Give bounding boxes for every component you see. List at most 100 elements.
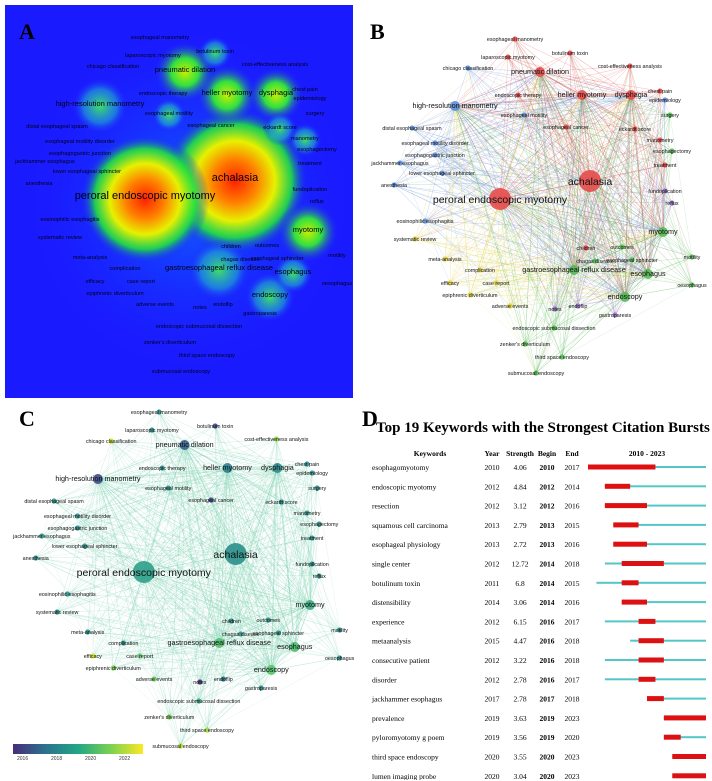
network-edge bbox=[87, 440, 112, 633]
network-edge bbox=[210, 499, 311, 606]
burst-begin: 2016 bbox=[540, 675, 555, 684]
density-label-treatment: treatment bbox=[298, 161, 322, 167]
network-label-manometry: manometry bbox=[294, 511, 321, 517]
network-label-pneumatic-dilation: pneumatic dilation bbox=[511, 67, 569, 76]
network-edge bbox=[97, 463, 308, 480]
network-edge bbox=[123, 571, 144, 644]
network-edge bbox=[434, 142, 591, 182]
network-edge bbox=[87, 478, 99, 633]
network-edge bbox=[84, 444, 185, 547]
network-edge bbox=[41, 411, 160, 537]
network-edge bbox=[97, 478, 140, 657]
network-edge bbox=[57, 553, 236, 613]
network-edge bbox=[589, 90, 661, 182]
network-edge bbox=[524, 180, 591, 345]
network-edge bbox=[180, 444, 185, 747]
network-edge bbox=[87, 467, 278, 633]
burst-baseline bbox=[604, 504, 706, 507]
burst-bar bbox=[621, 580, 639, 586]
network-label-outcomes: outcomes bbox=[257, 618, 281, 624]
network-edge bbox=[123, 642, 155, 680]
network-label-cost-effectiveness-analysis: cost-effectiveness analysis bbox=[598, 64, 662, 70]
network-edge bbox=[569, 52, 649, 275]
network-edge bbox=[624, 94, 632, 298]
network-node-surgery bbox=[667, 112, 673, 118]
network-edge bbox=[260, 472, 313, 689]
network-edge bbox=[647, 190, 666, 275]
burst-begin: 2014 bbox=[540, 579, 555, 588]
network-edge bbox=[589, 180, 693, 286]
network-edge bbox=[271, 472, 313, 671]
network-edge bbox=[277, 467, 279, 634]
network-edge bbox=[479, 94, 632, 271]
network-edge bbox=[454, 90, 661, 107]
burst-keyword: disorder bbox=[372, 675, 397, 684]
network-node-esophageal-manometry bbox=[512, 36, 518, 42]
network-edge bbox=[309, 487, 318, 606]
network-edge bbox=[454, 52, 571, 107]
network-edge bbox=[57, 571, 144, 613]
network-edge bbox=[97, 478, 208, 731]
network-node-esophagectomy bbox=[316, 521, 322, 527]
density-label-epidemiology: epidemiology bbox=[294, 96, 327, 102]
network-edge bbox=[111, 440, 185, 446]
network-edge bbox=[539, 71, 556, 310]
network-edge bbox=[509, 94, 583, 307]
network-edge bbox=[184, 444, 241, 635]
network-edge bbox=[535, 71, 541, 374]
network-edge bbox=[573, 246, 623, 271]
network-label-dysphagia: dysphagia bbox=[261, 463, 294, 472]
density-label-notes: notes bbox=[193, 305, 207, 311]
network-edge bbox=[581, 94, 591, 182]
burst-bar bbox=[604, 503, 647, 509]
network-edge bbox=[206, 657, 340, 731]
network-edge bbox=[524, 94, 632, 345]
network-edge bbox=[113, 467, 278, 669]
network-edge bbox=[630, 94, 666, 166]
network-edge bbox=[199, 669, 272, 683]
network-label-endoscopic-submucosal-dissection: endoscopic submucosal dissection bbox=[157, 699, 240, 705]
network-edge bbox=[569, 52, 583, 96]
network-node-efficacy bbox=[447, 280, 453, 286]
network-label-efficacy: efficacy bbox=[441, 281, 459, 287]
network-edge bbox=[581, 94, 673, 152]
network-edge bbox=[97, 478, 200, 702]
network-edge bbox=[180, 487, 318, 747]
burst-strength: 3.56 bbox=[513, 733, 526, 742]
network-edge bbox=[35, 444, 185, 559]
burst-year: 2013 bbox=[485, 521, 500, 530]
network-edge bbox=[499, 90, 661, 200]
network-edge bbox=[524, 71, 541, 345]
network-edge bbox=[235, 553, 295, 648]
network-edge bbox=[35, 553, 236, 559]
network-edge bbox=[111, 440, 228, 469]
network-edge bbox=[414, 238, 649, 275]
burst-begin: 2020 bbox=[540, 772, 555, 780]
network-label-surgery: surgery bbox=[661, 113, 679, 119]
network-node-complication bbox=[120, 640, 126, 646]
network-edge bbox=[524, 231, 664, 345]
network-node-adverse-events bbox=[151, 676, 157, 682]
network-node-endoscopy bbox=[266, 665, 277, 675]
network-edge bbox=[414, 231, 664, 240]
density-blob bbox=[198, 36, 232, 70]
network-node-motility bbox=[689, 254, 695, 260]
network-node-high-resolution-manometry bbox=[450, 101, 460, 111]
network-label-treatment: treatment bbox=[301, 536, 324, 542]
network-edge bbox=[235, 463, 308, 555]
density-label-gastroparesis: gastroparesis bbox=[243, 311, 277, 317]
network-edge bbox=[630, 94, 673, 152]
network-node-endoscopic-therapy bbox=[159, 465, 165, 471]
density-label-achalasia: achalasia bbox=[212, 172, 259, 184]
network-edge bbox=[113, 667, 170, 718]
network-edge bbox=[199, 467, 278, 683]
network-edge bbox=[92, 575, 320, 657]
network-edge bbox=[434, 154, 537, 374]
network-edge bbox=[393, 94, 632, 186]
network-label-esophageal-manometry: esophageal manometry bbox=[131, 410, 188, 416]
burst-table-header: Year bbox=[485, 449, 501, 458]
network-edge bbox=[235, 501, 282, 555]
network-edge bbox=[499, 90, 661, 200]
network-edge bbox=[219, 642, 295, 648]
network-node-gastroesophageal-reflux-disease bbox=[214, 638, 225, 648]
